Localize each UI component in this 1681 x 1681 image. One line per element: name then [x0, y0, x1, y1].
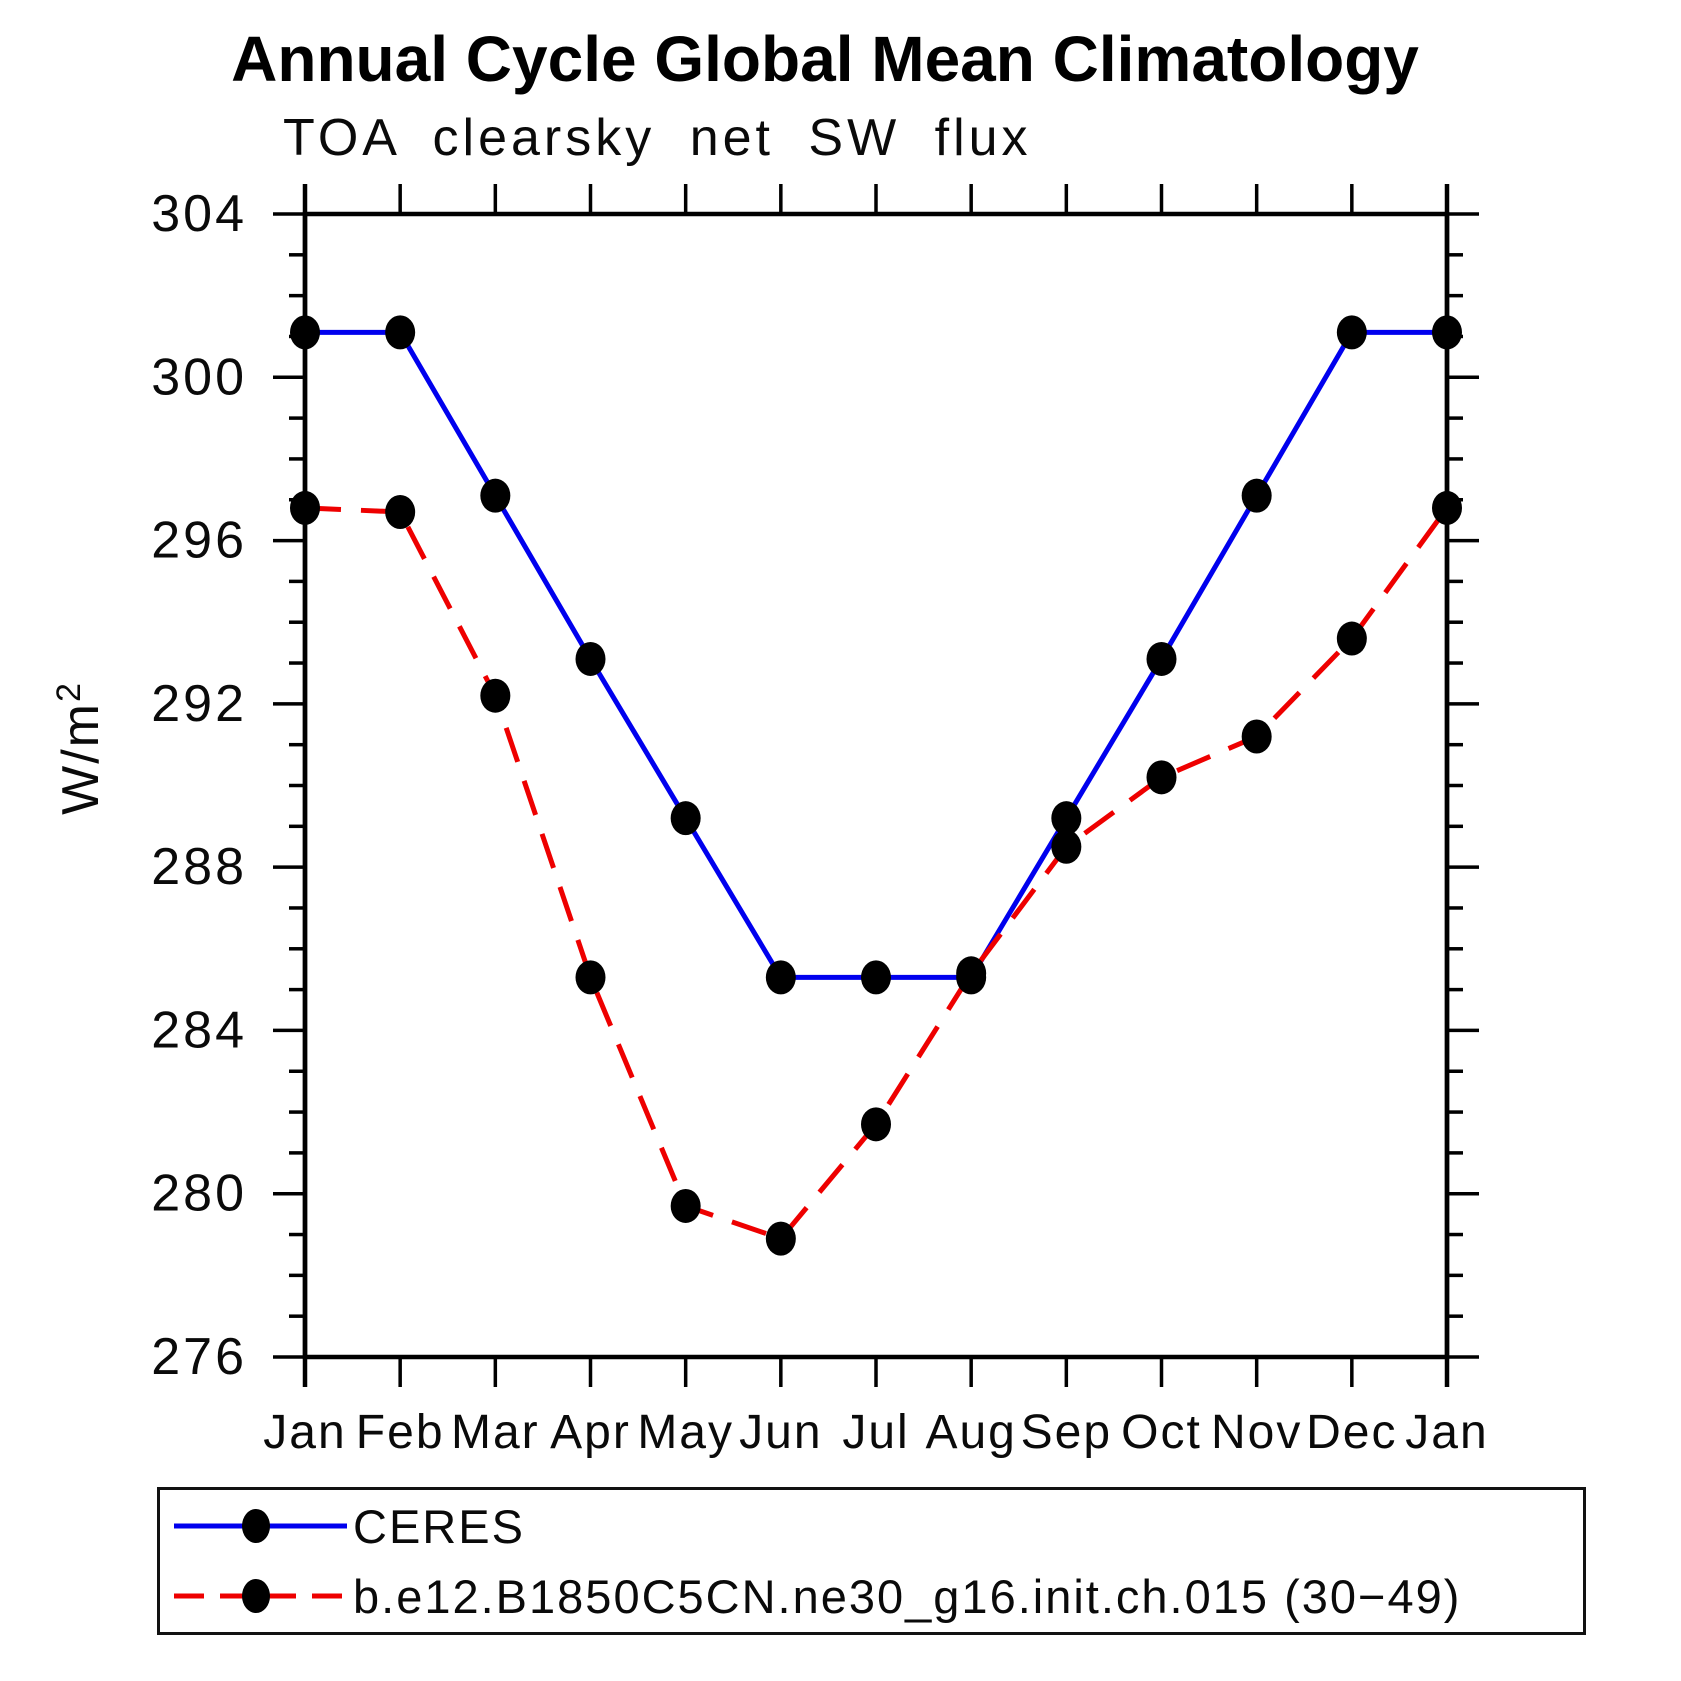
data-point — [861, 960, 891, 995]
data-point — [385, 494, 416, 529]
y-axis-title: W/m2 — [50, 681, 110, 815]
legend-box: CERES b.e12.B1850C5CN.ne30_g16.init.ch.0… — [157, 1487, 1586, 1635]
data-point — [1241, 478, 1272, 513]
x-tick-label: May — [637, 1406, 734, 1459]
data-point — [765, 960, 796, 995]
chart-title: Annual Cycle Global Mean Climatology — [231, 23, 1419, 95]
x-tick-label: Nov — [1211, 1406, 1302, 1459]
legend-item-ceres: CERES — [168, 1491, 1583, 1561]
y-tick-label: 288 — [151, 838, 247, 896]
legend-label-model: b.e12.B1850C5CN.ne30_g16.init.ch.015 (30… — [353, 1569, 1462, 1623]
x-tick-label: Mar — [451, 1406, 540, 1459]
y-tick-label: 284 — [151, 1001, 247, 1059]
data-point — [765, 1221, 796, 1256]
x-tick-label: Apr — [550, 1406, 631, 1459]
data-point — [290, 315, 320, 350]
data-point — [1241, 719, 1272, 754]
data-point — [956, 956, 987, 991]
data-point — [1051, 801, 1082, 836]
data-point — [670, 801, 701, 836]
legend-model-marker — [242, 1579, 270, 1613]
data-point — [385, 315, 416, 350]
data-point — [1432, 315, 1462, 350]
legend-model-line-sample — [174, 1579, 347, 1613]
x-tick-label: Sep — [1021, 1406, 1112, 1459]
data-point — [1336, 315, 1367, 350]
y-axis-label: W/m2 — [50, 681, 110, 815]
y-axis: 276 280 284 288 292 296 300 304 — [151, 185, 1479, 1386]
x-tick-label: Dec — [1306, 1406, 1397, 1459]
y-tick-label: 300 — [151, 348, 247, 406]
data-point-markers — [290, 315, 1462, 1256]
y-tick-label: 280 — [151, 1165, 247, 1223]
x-tick-label: Jan — [263, 1406, 346, 1459]
x-tick-label: Oct — [1121, 1406, 1202, 1459]
data-point — [575, 960, 606, 995]
x-tick-label: Jul — [842, 1406, 909, 1459]
legend-item-model: b.e12.B1850C5CN.ne30_g16.init.ch.015 (30… — [168, 1561, 1583, 1631]
x-tick-label: Feb — [356, 1406, 445, 1459]
data-point — [670, 1188, 701, 1223]
data-point — [1336, 621, 1367, 656]
x-axis: Jan Feb Mar Apr May Jun Jul Aug Sep Oct Nov Dec Jan — [263, 184, 1488, 1459]
y-tick-label: 296 — [151, 512, 247, 570]
data-point — [1432, 490, 1462, 525]
x-tick-label: Aug — [925, 1406, 1016, 1459]
legend-ceres-marker — [242, 1509, 270, 1543]
data-point — [1146, 641, 1177, 676]
legend-label-ceres: CERES — [353, 1499, 525, 1553]
data-point — [861, 1107, 891, 1142]
y-tick-label: 304 — [151, 185, 247, 243]
data-point — [1051, 829, 1082, 864]
data-point — [1146, 760, 1177, 795]
y-tick-label: 292 — [151, 675, 247, 733]
y-tick-label: 276 — [151, 1328, 247, 1386]
data-point — [290, 490, 320, 525]
plot-frame — [302, 184, 1450, 1387]
x-tick-label: Jan — [1405, 1406, 1488, 1459]
data-point — [575, 641, 606, 676]
data-point — [480, 678, 511, 713]
chart-subtitle: TOA clearsky net SW flux — [283, 109, 1032, 167]
data-point — [480, 478, 511, 513]
x-tick-label: Jun — [739, 1406, 822, 1459]
legend-ceres-line-sample — [174, 1509, 347, 1543]
